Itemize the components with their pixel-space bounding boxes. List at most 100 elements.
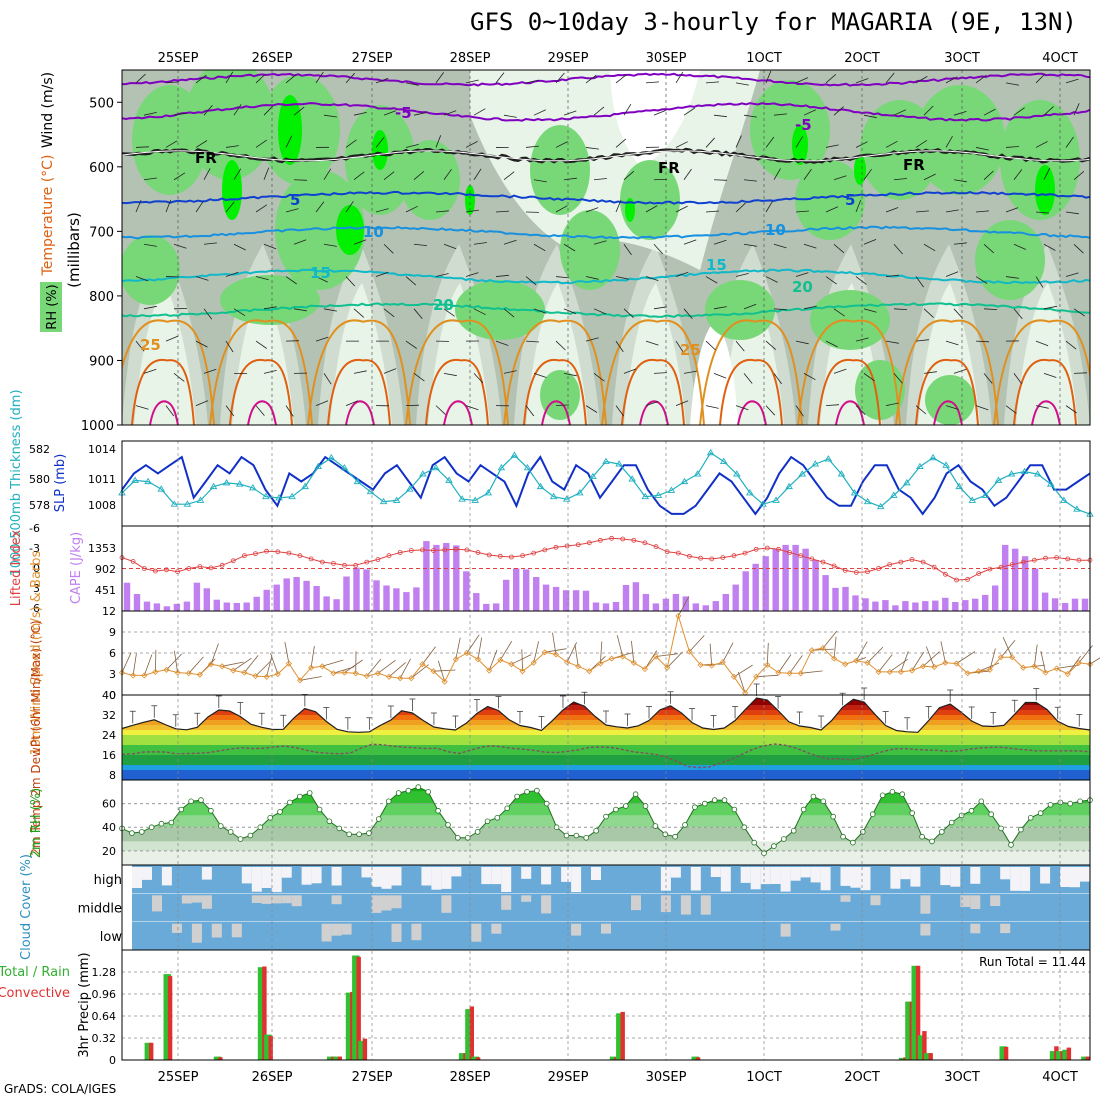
lifted-index-point xyxy=(353,562,359,568)
rh-point xyxy=(889,788,896,795)
lifted-index-point xyxy=(442,547,448,553)
wind-speed-point xyxy=(385,673,393,680)
cloud-block xyxy=(261,867,272,888)
wind-barb xyxy=(495,72,505,84)
wind-barb xyxy=(563,243,576,252)
contour-label: 25 xyxy=(140,336,161,354)
thickness-point xyxy=(942,461,950,468)
wind-barb xyxy=(473,108,486,116)
wind-barb xyxy=(345,72,355,84)
rh-point xyxy=(218,823,224,829)
wind-barb-10m xyxy=(533,641,539,663)
cloud-block xyxy=(690,867,701,891)
wind-barb xyxy=(825,73,837,84)
wind-tick: 9 xyxy=(109,626,116,639)
wind-barb xyxy=(1065,136,1074,148)
wind-barb xyxy=(945,76,958,84)
bottom-date-label: 30SEP xyxy=(646,1070,687,1085)
thickness-point xyxy=(209,482,218,490)
cloud-block xyxy=(281,867,292,878)
rh-moist-area xyxy=(275,170,365,290)
rh-point xyxy=(277,809,283,815)
rh-moist-area xyxy=(530,125,590,215)
top-date-label: 25SEP xyxy=(158,51,199,66)
wind-barb-10m xyxy=(800,670,823,674)
rh-point xyxy=(800,806,807,813)
lifted-index-point xyxy=(620,536,626,542)
wind-barb xyxy=(915,339,929,342)
precip-total-bar xyxy=(352,955,360,1060)
cape-bar xyxy=(652,603,660,611)
precip-tick: 0.96 xyxy=(92,988,117,1001)
rh-very-dry-plume xyxy=(1016,283,1078,425)
thickness-point xyxy=(955,482,963,490)
wind-barb xyxy=(683,239,697,245)
wind-barb xyxy=(353,308,365,318)
wind-barb xyxy=(675,205,688,213)
wind-barb xyxy=(405,276,417,286)
cloud-block xyxy=(830,923,841,931)
cape-bar xyxy=(682,596,689,611)
cloud-block xyxy=(860,867,871,891)
wind-tick: 3 xyxy=(109,668,116,681)
cloud-block xyxy=(152,895,162,912)
wind-barb xyxy=(615,74,627,84)
wind-barb xyxy=(233,243,246,251)
panel-frame-precip xyxy=(121,949,1091,1061)
wind-barb xyxy=(923,243,936,252)
wind-barb xyxy=(345,276,356,287)
cape-bar xyxy=(343,576,350,611)
contour-label: -5 xyxy=(395,104,412,122)
wind-barb xyxy=(735,82,749,86)
wind-barb-10m xyxy=(956,651,976,664)
cloud-block xyxy=(720,867,731,892)
wind-speed-point xyxy=(163,666,170,673)
rh-very-dry-plume xyxy=(330,283,392,425)
wind-barb-10m xyxy=(756,674,779,678)
wind-speed-point xyxy=(831,655,838,662)
lifted-index-point xyxy=(408,548,414,553)
wind-speed-point xyxy=(797,670,804,677)
wind-barb xyxy=(255,405,265,416)
wind-barb xyxy=(203,242,217,245)
wind-speed-point xyxy=(997,654,1005,661)
wind-barb xyxy=(893,244,903,255)
wind-barb xyxy=(503,114,517,118)
rh-point xyxy=(632,791,639,797)
wind-barb xyxy=(533,179,547,183)
wind-barb xyxy=(885,72,895,84)
isotherm-25 xyxy=(797,319,901,425)
cape-bar xyxy=(642,594,650,611)
wind-barb xyxy=(585,337,599,342)
lifted-index-point xyxy=(1020,559,1026,565)
precip-total-bar xyxy=(257,967,266,1060)
li-tick: -3 xyxy=(29,542,40,555)
thickness-tick: 580 xyxy=(29,473,50,486)
wind-barb xyxy=(795,136,804,148)
cloud-block xyxy=(890,867,901,889)
wind-speed-point xyxy=(653,653,660,660)
cloud-block xyxy=(331,895,342,905)
li-axis-label: Lifted Index xyxy=(9,529,24,606)
rh-saturated-area xyxy=(372,130,388,170)
precip-convective-bar xyxy=(149,1042,154,1060)
cape-bar xyxy=(862,598,869,612)
bottom-date-label: 4OCT xyxy=(1042,1070,1078,1085)
wind-speed-point xyxy=(452,656,459,663)
wind-barb xyxy=(765,405,776,416)
wind-barb-10m xyxy=(911,651,925,671)
lifted-index-point xyxy=(687,553,692,559)
wind-barb-10m xyxy=(155,649,157,672)
wind-speed-point xyxy=(152,668,159,675)
wind-barb xyxy=(983,170,994,181)
isotherm-30 xyxy=(817,358,881,425)
rh-point xyxy=(464,834,471,841)
rh-point xyxy=(909,810,915,816)
rh-point xyxy=(929,838,935,845)
rh-point xyxy=(1067,800,1073,807)
wind-barb-10m xyxy=(789,655,803,674)
rh-point xyxy=(692,804,698,810)
wind-barb-10m xyxy=(437,660,446,682)
thickness-point xyxy=(576,489,584,496)
